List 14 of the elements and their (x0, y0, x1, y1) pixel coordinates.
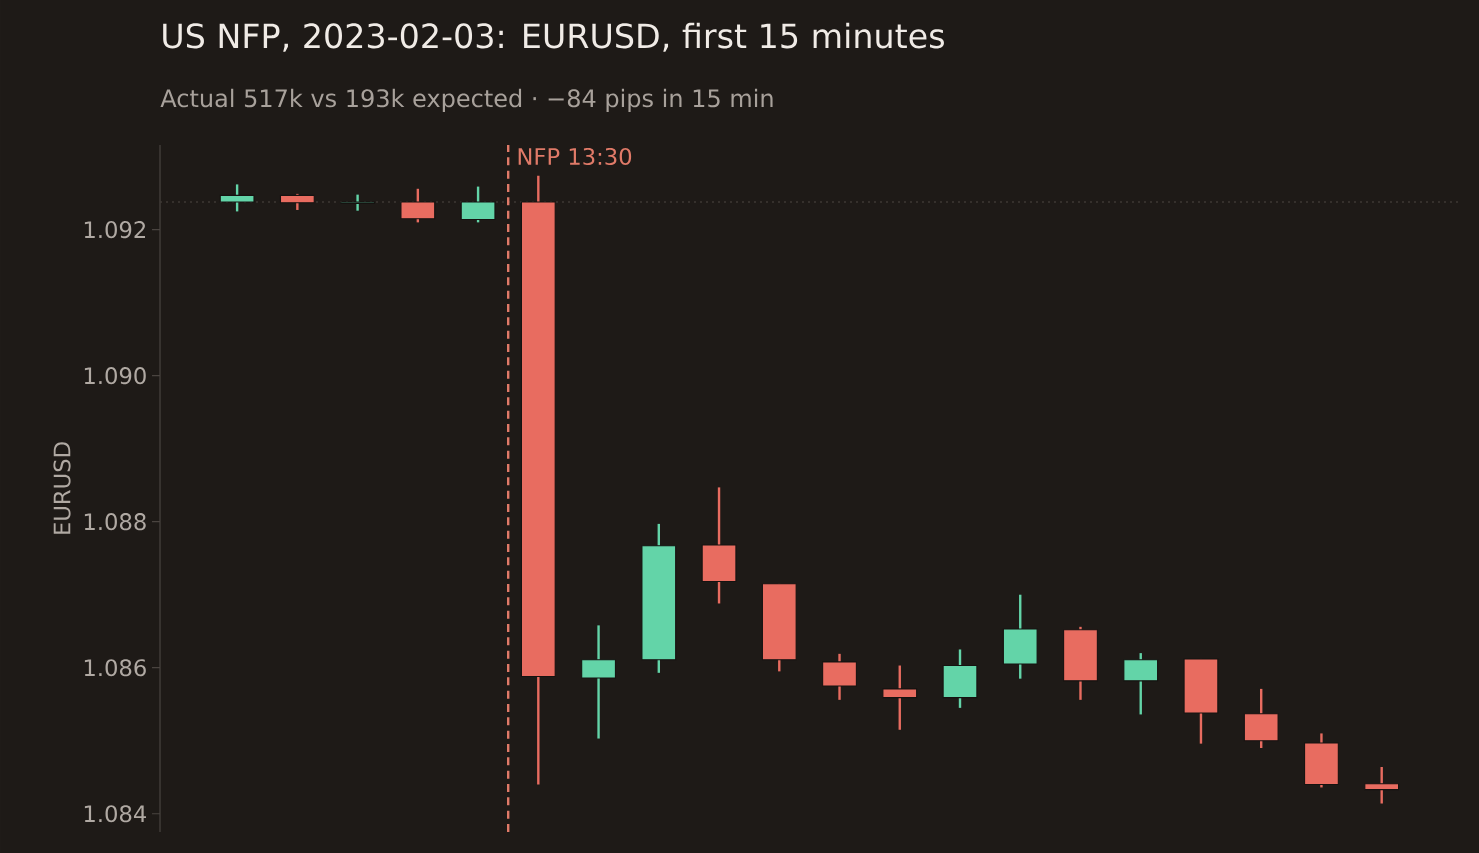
annotation: NFP 13:30 (518, 147, 632, 166)
candlestick (219, 183, 255, 213)
y-tick-label: 1.092 (84, 221, 146, 239)
y-axis-title: EURUSD (53, 442, 71, 534)
y-tick-label: 1.084 (84, 805, 147, 823)
y-tick-label: 1.090 (84, 367, 146, 385)
candlestick (882, 664, 918, 731)
candlestick (1364, 765, 1400, 805)
y-tick-label: 1.088 (84, 513, 146, 531)
y-tick-label: 1.086 (84, 659, 146, 677)
candlestick (581, 624, 616, 740)
candlestick (340, 193, 376, 212)
chart-subtitle: Actual 517k vs 193k expected · −84 pips in 15 min (160, 88, 773, 112)
chart-title: US NFP, 2023-02-03: EURUSD, first 15 minutes (163, 22, 944, 52)
